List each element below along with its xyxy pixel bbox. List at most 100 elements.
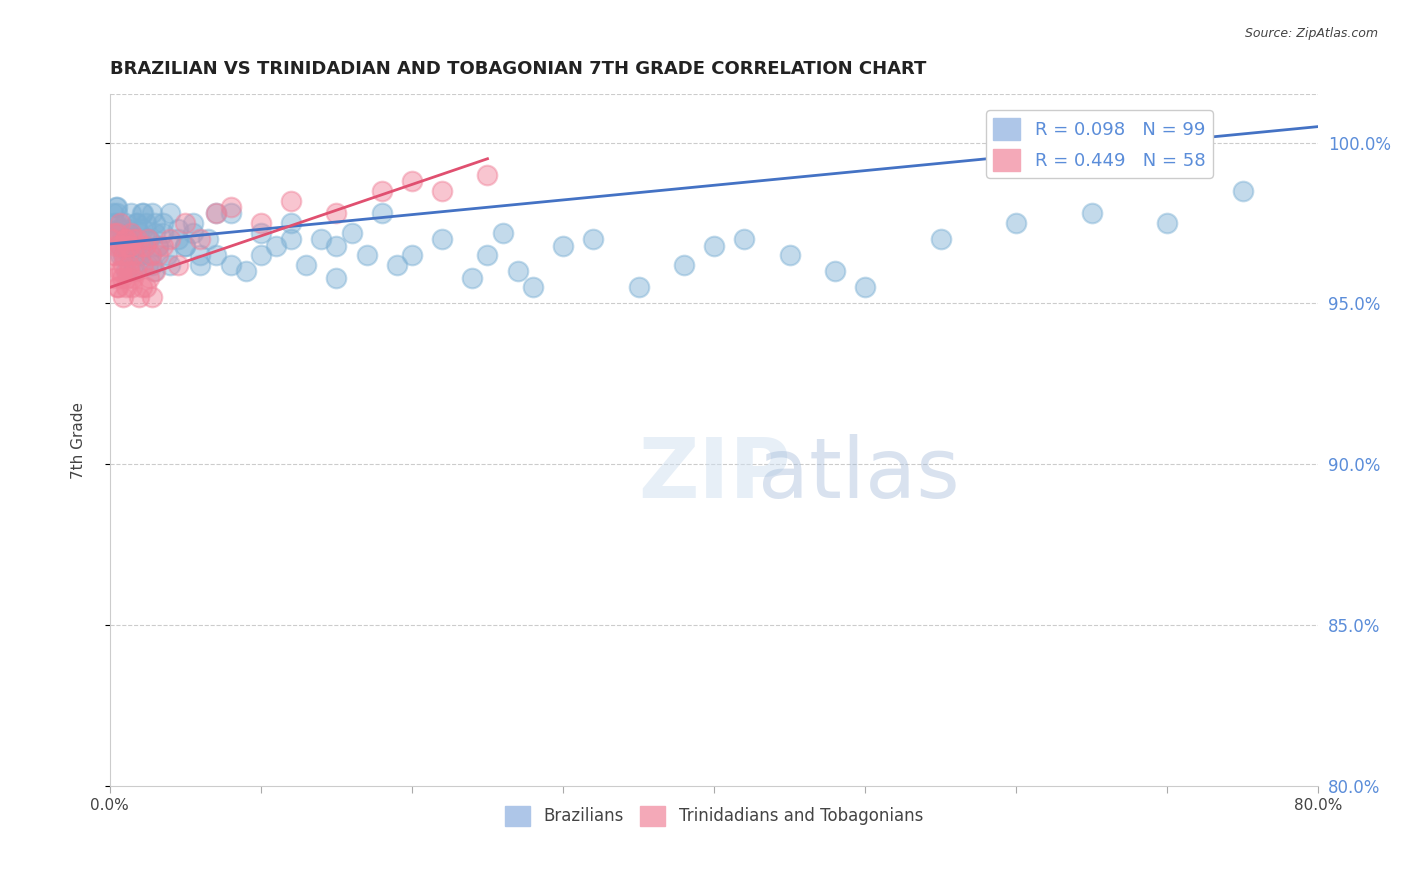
Point	[103, 216, 125, 230]
Point	[703, 238, 725, 252]
Point	[138, 270, 160, 285]
Point	[124, 264, 146, 278]
Point	[135, 216, 157, 230]
Point	[118, 264, 141, 278]
Point	[148, 248, 170, 262]
Point	[132, 222, 155, 236]
Point	[385, 258, 408, 272]
Point	[250, 216, 273, 230]
Point	[122, 248, 145, 262]
Point	[110, 248, 132, 262]
Point	[159, 232, 181, 246]
Point	[110, 216, 132, 230]
Point	[111, 232, 134, 246]
Point	[672, 258, 695, 272]
Point	[779, 248, 801, 262]
Point	[104, 200, 127, 214]
Point	[250, 226, 273, 240]
Point	[1156, 216, 1178, 230]
Point	[166, 258, 188, 272]
Point	[371, 206, 394, 220]
Point	[134, 238, 156, 252]
Y-axis label: 7th Grade: 7th Grade	[72, 401, 86, 479]
Point	[430, 184, 453, 198]
Point	[107, 280, 129, 294]
Point	[401, 174, 423, 188]
Point	[122, 258, 145, 272]
Point	[104, 216, 127, 230]
Point	[129, 238, 152, 252]
Point	[110, 238, 132, 252]
Point	[627, 280, 650, 294]
Point	[136, 232, 159, 246]
Point	[156, 248, 179, 262]
Point	[340, 226, 363, 240]
Point	[132, 258, 155, 272]
Point	[461, 270, 484, 285]
Point	[356, 248, 378, 262]
Point	[107, 200, 129, 214]
Point	[115, 270, 138, 285]
Point	[121, 232, 143, 246]
Point	[197, 232, 219, 246]
Point	[136, 232, 159, 246]
Point	[121, 280, 143, 294]
Point	[108, 222, 131, 236]
Point	[174, 216, 197, 230]
Legend: Brazilians, Trinidadians and Tobagonians: Brazilians, Trinidadians and Tobagonians	[498, 799, 929, 833]
Point	[115, 264, 138, 278]
Point	[824, 264, 846, 278]
Point	[108, 264, 131, 278]
Point	[121, 264, 143, 278]
Point	[120, 238, 142, 252]
Point	[142, 264, 165, 278]
Point	[121, 270, 143, 285]
Point	[264, 238, 287, 252]
Point	[143, 264, 166, 278]
Point	[114, 216, 136, 230]
Point	[733, 232, 755, 246]
Point	[129, 248, 152, 262]
Point	[139, 248, 162, 262]
Point	[148, 238, 170, 252]
Point	[159, 258, 181, 272]
Point	[118, 258, 141, 272]
Point	[138, 232, 160, 246]
Point	[115, 280, 138, 294]
Text: BRAZILIAN VS TRINIDADIAN AND TOBAGONIAN 7TH GRADE CORRELATION CHART: BRAZILIAN VS TRINIDADIAN AND TOBAGONIAN …	[110, 60, 927, 78]
Point	[250, 248, 273, 262]
Point	[128, 290, 150, 304]
Point	[104, 248, 127, 262]
Point	[551, 238, 574, 252]
Point	[235, 264, 257, 278]
Point	[159, 206, 181, 220]
Point	[166, 222, 188, 236]
Text: Source: ZipAtlas.com: Source: ZipAtlas.com	[1244, 27, 1378, 40]
Point	[174, 238, 197, 252]
Point	[131, 206, 153, 220]
Point	[105, 226, 128, 240]
Point	[129, 248, 152, 262]
Point	[204, 206, 226, 220]
Point	[125, 232, 148, 246]
Point	[120, 206, 142, 220]
Point	[1080, 206, 1102, 220]
Point	[219, 206, 242, 220]
Point	[853, 280, 876, 294]
Point	[929, 232, 952, 246]
Point	[204, 248, 226, 262]
Point	[430, 232, 453, 246]
Point	[114, 232, 136, 246]
Point	[325, 270, 347, 285]
Point	[103, 226, 125, 240]
Point	[114, 232, 136, 246]
Point	[111, 270, 134, 285]
Point	[1232, 184, 1254, 198]
Point	[148, 238, 170, 252]
Point	[166, 232, 188, 246]
Point	[136, 258, 159, 272]
Point	[111, 232, 134, 246]
Point	[101, 248, 124, 262]
Point	[107, 206, 129, 220]
Point	[111, 290, 134, 304]
